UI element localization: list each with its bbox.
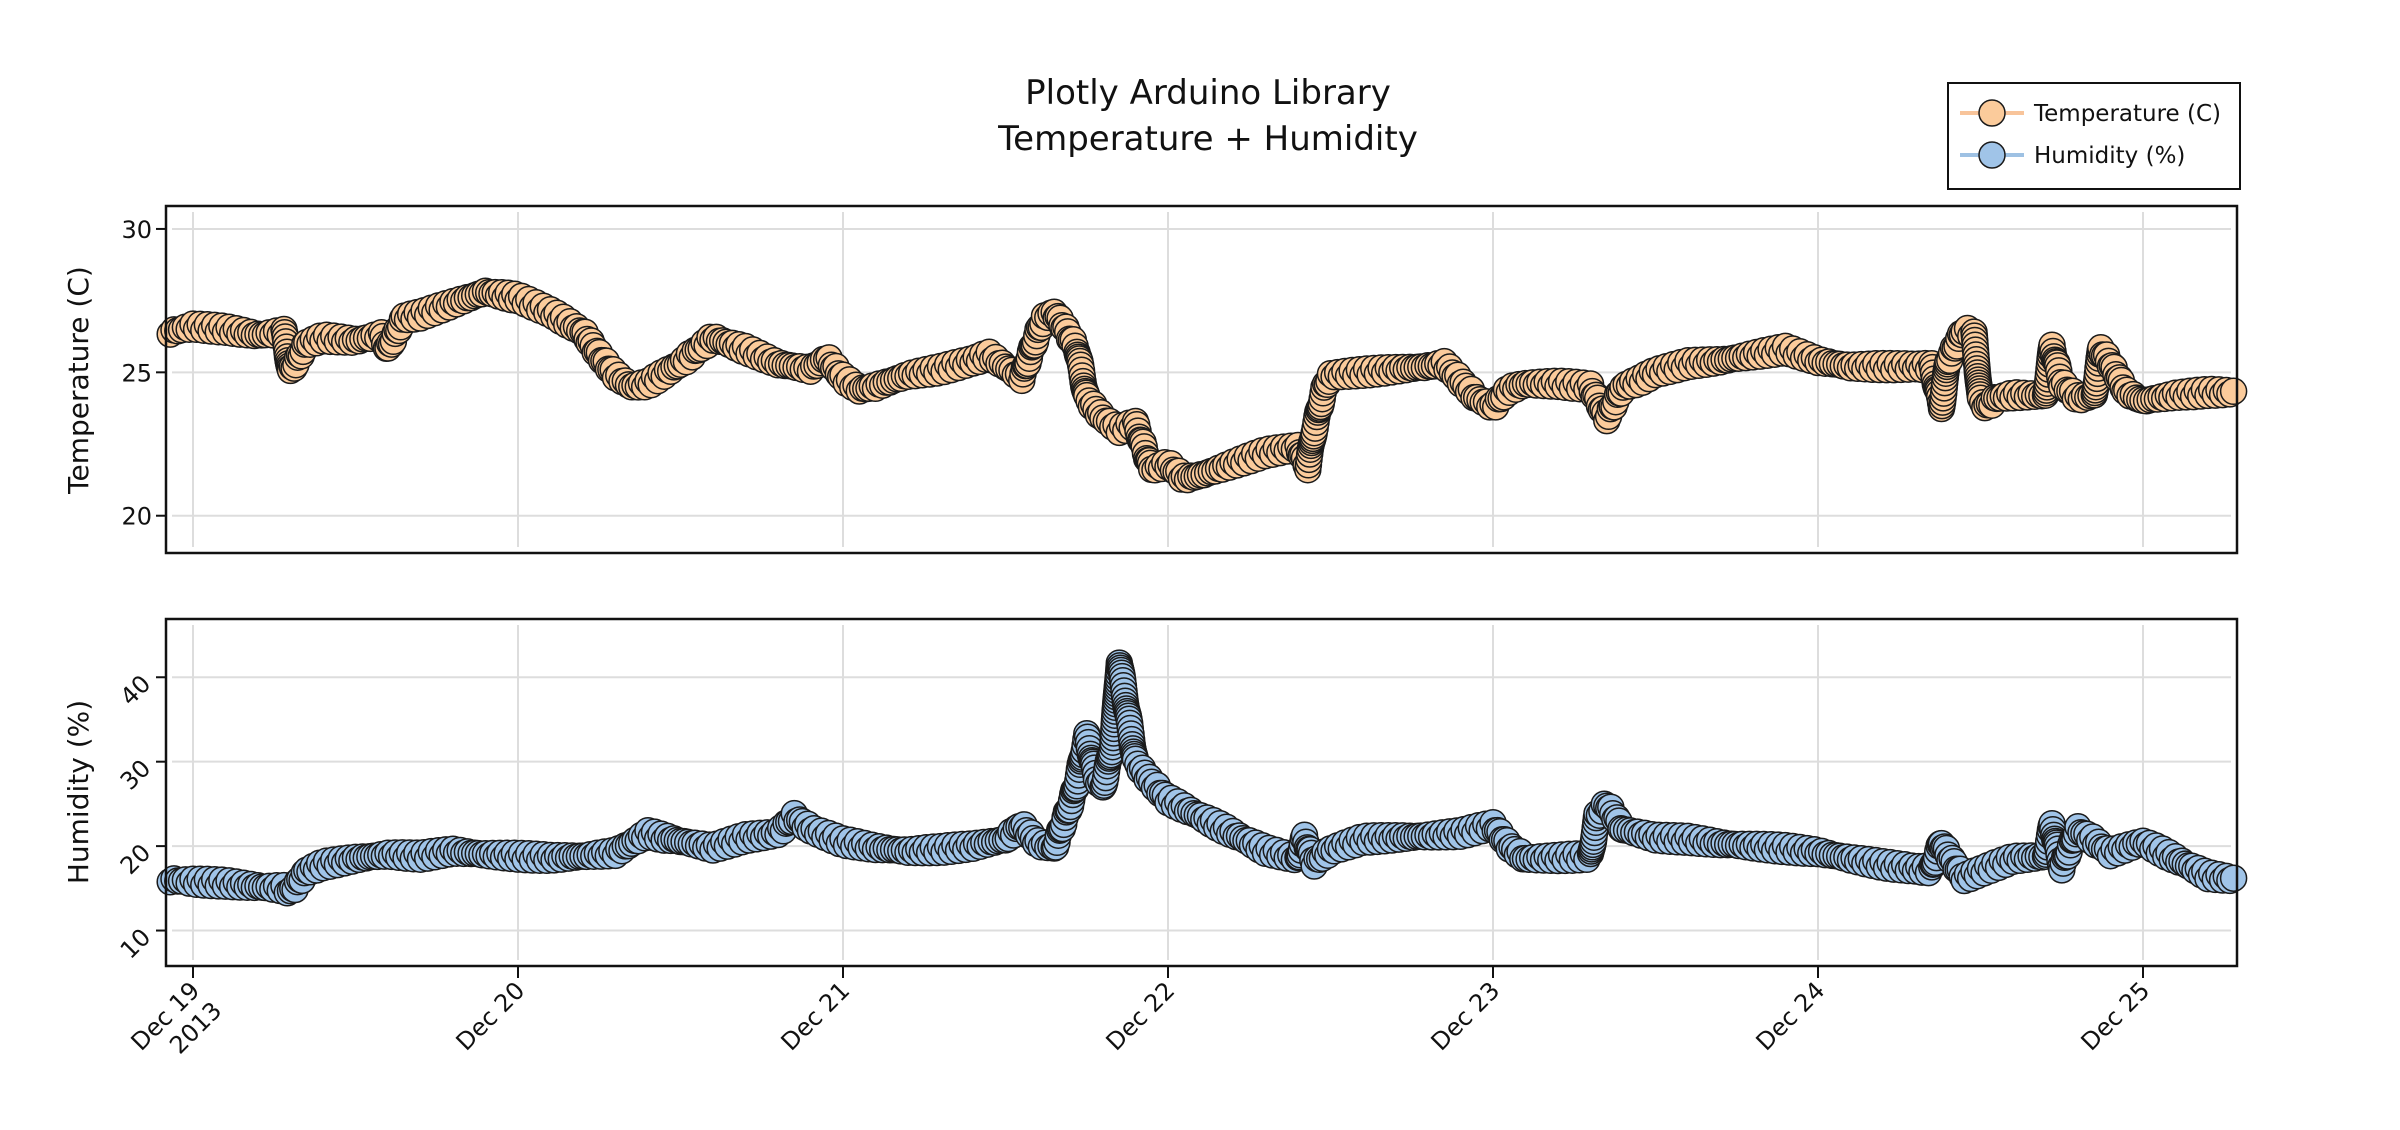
x-tick-label: Dec 20 bbox=[451, 976, 531, 1056]
temperature-panel: 20 25 30 Temperature (C) bbox=[62, 204, 2248, 555]
legend-label-humidity: Humidity (%) bbox=[2034, 143, 2185, 169]
humidity-plot-frame bbox=[164, 617, 2239, 968]
legend: Temperature (C) Humidity (%) bbox=[1947, 82, 2241, 190]
legend-marker-circle-icon bbox=[1978, 99, 2006, 127]
temperature-series[interactable] bbox=[156, 277, 2248, 494]
humidity-y-axis: 10 20 30 40 bbox=[115, 670, 166, 964]
y-tick-label: 20 bbox=[115, 839, 156, 880]
x-tick-label: Dec 22 bbox=[1101, 976, 1181, 1056]
humidity-gridlines bbox=[172, 625, 2231, 960]
temperature-y-axis: 20 25 30 bbox=[121, 216, 166, 531]
x-tick-label: Dec 24 bbox=[1751, 976, 1831, 1056]
legend-marker-circle-icon bbox=[1978, 141, 2006, 169]
temperature-plot-frame bbox=[164, 204, 2239, 555]
chart-title-line-1: Plotly Arduino Library bbox=[1025, 73, 1391, 113]
x-tick-label: Dec 25 bbox=[2076, 976, 2156, 1056]
y-tick-label: 10 bbox=[115, 923, 156, 964]
temperature-axis-title: Temperature (C) bbox=[62, 266, 95, 495]
x-tick-label: Dec 21 bbox=[776, 976, 856, 1056]
data-point-marker[interactable] bbox=[2219, 377, 2248, 406]
humidity-series[interactable] bbox=[156, 649, 2248, 907]
y-tick-label: 20 bbox=[121, 503, 152, 531]
y-tick-label: 25 bbox=[121, 359, 152, 387]
legend-box bbox=[1947, 82, 2241, 190]
y-tick-label: 30 bbox=[121, 216, 152, 244]
y-tick-label: 40 bbox=[115, 670, 156, 711]
chart-title-line-2: Temperature + Humidity bbox=[997, 119, 1418, 159]
legend-item-temperature[interactable]: Temperature (C) bbox=[1960, 99, 2221, 127]
data-point-marker[interactable] bbox=[2219, 864, 2248, 892]
humidity-panel: 10 20 30 40 Humidity (%) bbox=[62, 617, 2248, 968]
x-tick-label: Dec 23 bbox=[1426, 976, 1506, 1056]
humidity-axis-title: Humidity (%) bbox=[62, 700, 95, 884]
legend-label-temperature: Temperature (C) bbox=[2033, 101, 2221, 127]
y-tick-label: 30 bbox=[115, 754, 156, 795]
legend-item-humidity[interactable]: Humidity (%) bbox=[1960, 141, 2185, 169]
